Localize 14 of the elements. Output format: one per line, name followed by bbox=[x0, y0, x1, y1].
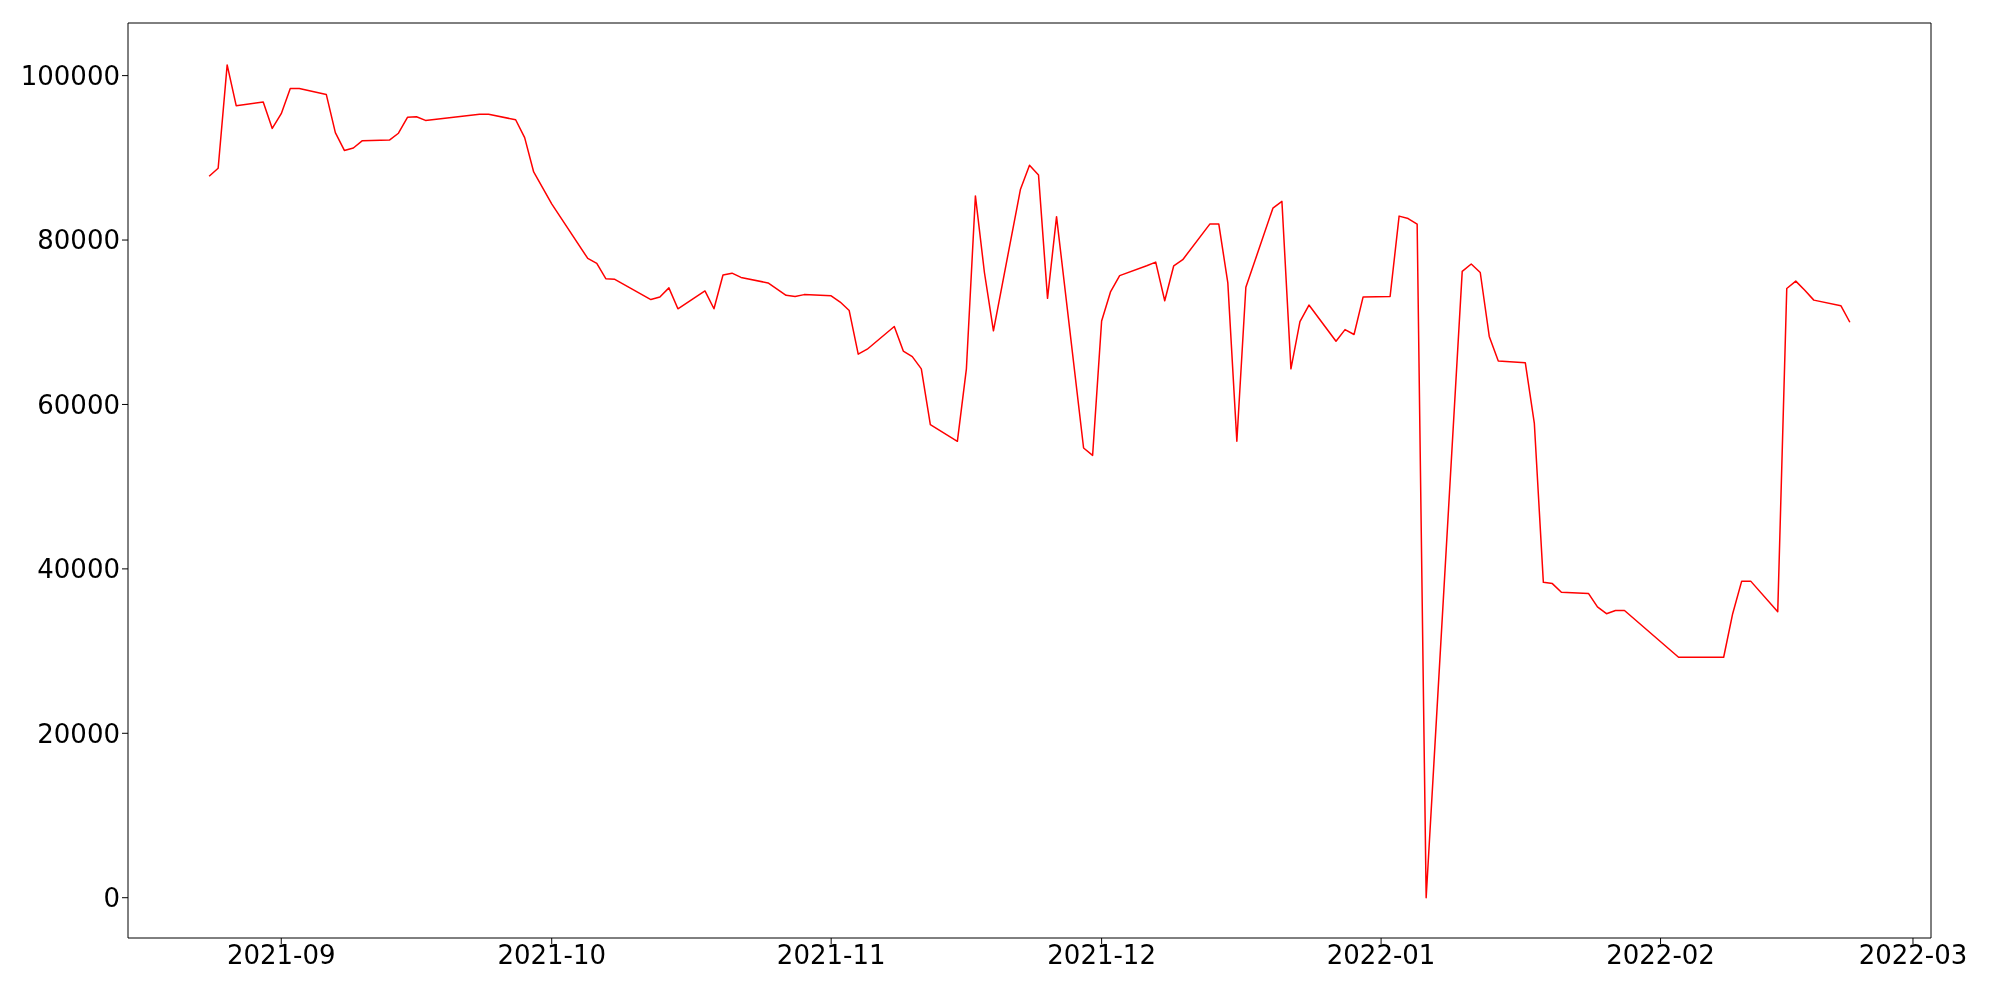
x-tick-label: 2021-10 bbox=[497, 940, 607, 971]
line-series bbox=[208, 64, 1851, 899]
y-tick-label: 40000 bbox=[37, 554, 120, 585]
x-tick-label: 2022-01 bbox=[1326, 940, 1436, 971]
y-tick-label: 20000 bbox=[37, 718, 120, 749]
x-tick-label: 2021-09 bbox=[226, 940, 336, 971]
y-tick-label: 0 bbox=[103, 882, 120, 913]
y-tick-label: 100000 bbox=[20, 60, 120, 91]
x-tick-label: 2021-12 bbox=[1047, 940, 1156, 971]
y-tick-label: 60000 bbox=[37, 389, 120, 420]
x-tick-label: 2022-03 bbox=[1858, 940, 1968, 971]
y-tick-label: 80000 bbox=[37, 225, 120, 256]
x-tick-label: 2021-11 bbox=[776, 940, 886, 971]
x-tick-label: 2022-02 bbox=[1606, 940, 1715, 971]
